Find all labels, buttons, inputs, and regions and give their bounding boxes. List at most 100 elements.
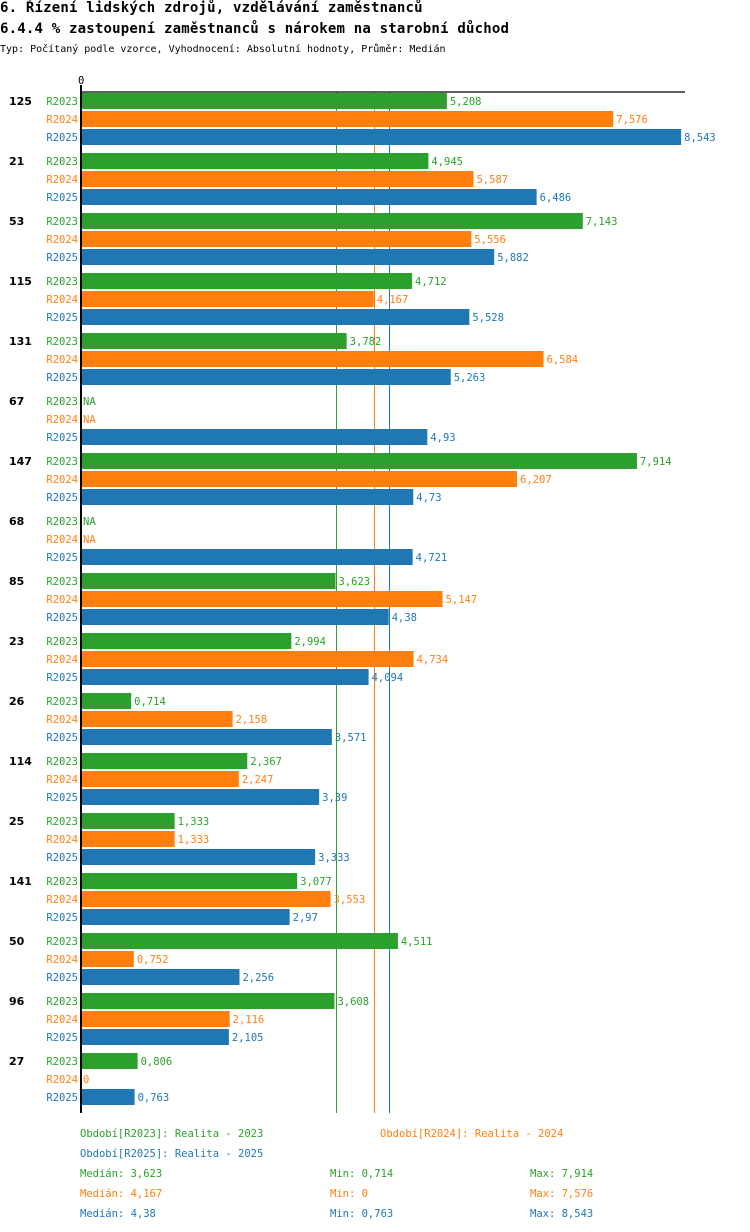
bar-r2025 bbox=[81, 189, 537, 205]
category-label: 25 bbox=[9, 815, 24, 828]
bar-r2023 bbox=[81, 993, 335, 1009]
bar-chart: 125 R2023 5,208 R2024 7,576 R2025 8,543 21 R2023… bbox=[9, 75, 716, 1113]
value-label: 5,263 bbox=[454, 372, 486, 384]
series-label: R2025 bbox=[46, 432, 78, 444]
series-label: R2025 bbox=[46, 192, 78, 204]
value-label: NA bbox=[83, 414, 96, 426]
bar-r2024 bbox=[81, 171, 474, 187]
series-label: R2024 bbox=[46, 774, 78, 786]
stat-median-r2024: Medián: 4,167 bbox=[80, 1188, 163, 1200]
value-label: 4,167 bbox=[377, 294, 409, 306]
bar-r2024 bbox=[81, 831, 175, 847]
bar-r2025 bbox=[81, 849, 316, 865]
bar-r2025 bbox=[81, 309, 470, 325]
value-label: 5,147 bbox=[446, 594, 478, 606]
series-label: R2024 bbox=[46, 954, 78, 966]
bar-r2025 bbox=[81, 789, 320, 805]
value-label: 6,486 bbox=[540, 192, 572, 204]
value-label: 1,333 bbox=[178, 816, 210, 828]
value-label: 6,207 bbox=[520, 474, 552, 486]
bar-r2024 bbox=[81, 231, 472, 247]
bar-r2023 bbox=[81, 1053, 138, 1069]
category-label: 85 bbox=[9, 575, 24, 588]
value-label: 3,333 bbox=[318, 852, 350, 864]
series-label: R2024 bbox=[46, 1014, 78, 1026]
category-label: 27 bbox=[9, 1055, 24, 1068]
series-label: R2025 bbox=[46, 612, 78, 624]
series-label: R2025 bbox=[46, 1032, 78, 1044]
bar-r2023 bbox=[81, 753, 248, 769]
bar-r2024 bbox=[81, 471, 518, 487]
series-label: R2023 bbox=[46, 156, 78, 168]
bar-r2025 bbox=[81, 909, 290, 925]
series-label: R2024 bbox=[46, 1074, 78, 1086]
category-label: 141 bbox=[9, 875, 32, 888]
value-label: 3,39 bbox=[322, 792, 347, 804]
series-label: R2023 bbox=[46, 276, 78, 288]
bar-r2024 bbox=[81, 1011, 230, 1027]
bar-r2024 bbox=[81, 771, 239, 787]
category-label: 147 bbox=[9, 455, 32, 468]
value-label: 4,094 bbox=[372, 672, 404, 684]
bar-r2025 bbox=[81, 549, 413, 565]
bar-r2023 bbox=[81, 213, 583, 229]
category-label: 26 bbox=[9, 695, 25, 708]
series-label: R2024 bbox=[46, 834, 78, 846]
stat-median-r2023: Medián: 3,623 bbox=[80, 1168, 163, 1180]
value-label: 0,763 bbox=[138, 1092, 170, 1104]
value-label: 3,623 bbox=[339, 576, 371, 588]
category-label: 125 bbox=[9, 95, 32, 108]
value-label: 2,994 bbox=[294, 636, 326, 648]
value-label: 4,734 bbox=[417, 654, 449, 666]
series-label: R2025 bbox=[46, 672, 78, 684]
stat-max-r2024: Max: 7,576 bbox=[530, 1188, 594, 1200]
value-label: 7,914 bbox=[640, 456, 672, 468]
series-label: R2025 bbox=[46, 972, 78, 984]
series-label: R2023 bbox=[46, 216, 78, 228]
value-label: 4,93 bbox=[430, 432, 455, 444]
value-label: 3,553 bbox=[334, 894, 366, 906]
stat-max-r2025: Max: 8,543 bbox=[530, 1208, 594, 1220]
bar-r2023 bbox=[81, 873, 298, 889]
section-title: 6. Řízení lidských zdrojů, vzdělávání za… bbox=[0, 0, 423, 16]
series-label: R2025 bbox=[46, 552, 78, 564]
bar-r2024 bbox=[81, 111, 614, 127]
category-label: 96 bbox=[9, 995, 25, 1008]
series-label: R2023 bbox=[46, 396, 78, 408]
series-label: R2023 bbox=[46, 696, 78, 708]
bar-r2024 bbox=[81, 711, 233, 727]
series-label: R2023 bbox=[46, 876, 78, 888]
value-label: 5,587 bbox=[476, 174, 508, 186]
bar-r2024 bbox=[81, 951, 134, 967]
legend-r2024: Období[R2024]: Realita - 2024 bbox=[380, 1128, 564, 1140]
value-label: 5,556 bbox=[474, 234, 506, 246]
value-label: 2,97 bbox=[293, 912, 318, 924]
bar-r2025 bbox=[81, 369, 451, 385]
series-label: R2023 bbox=[46, 816, 78, 828]
series-label: R2023 bbox=[46, 516, 78, 528]
series-label: R2024 bbox=[46, 294, 78, 306]
series-label: R2024 bbox=[46, 534, 78, 546]
value-label: 4,73 bbox=[416, 492, 441, 504]
series-label: R2024 bbox=[46, 414, 78, 426]
stat-min-r2024: Min: 0 bbox=[330, 1188, 368, 1200]
bars: 125 R2023 5,208 R2024 7,576 R2025 8,543 21 R2023… bbox=[9, 93, 716, 1105]
value-label: 4,712 bbox=[415, 276, 447, 288]
value-label: 4,945 bbox=[431, 156, 463, 168]
bar-r2023 bbox=[81, 453, 637, 469]
stat-max-r2023: Max: 7,914 bbox=[530, 1168, 594, 1180]
x-tick-label: 0 bbox=[78, 75, 84, 87]
category-label: 131 bbox=[9, 335, 32, 348]
bar-r2024 bbox=[81, 651, 414, 667]
series-label: R2023 bbox=[46, 96, 78, 108]
value-label: NA bbox=[83, 534, 96, 546]
bar-r2023 bbox=[81, 933, 398, 949]
bar-r2025 bbox=[81, 669, 369, 685]
category-label: 21 bbox=[9, 155, 24, 168]
value-label: 0,752 bbox=[137, 954, 169, 966]
series-label: R2024 bbox=[46, 174, 78, 186]
bar-r2025 bbox=[81, 249, 495, 265]
bar-r2023 bbox=[81, 273, 413, 289]
value-label: 4,38 bbox=[392, 612, 417, 624]
bar-r2024 bbox=[81, 291, 374, 307]
